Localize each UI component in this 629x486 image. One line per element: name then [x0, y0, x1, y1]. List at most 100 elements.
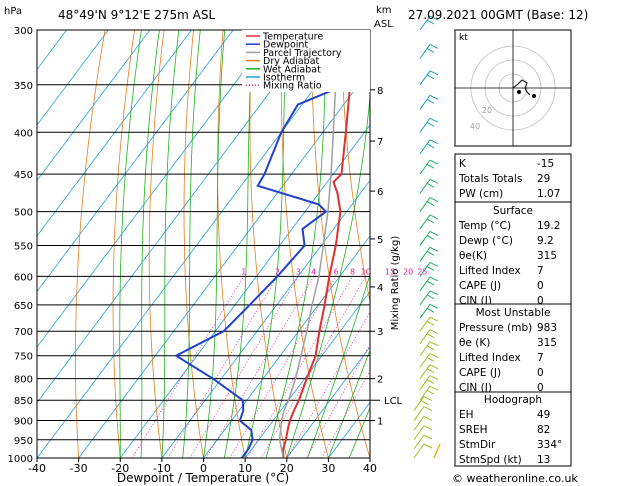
asl-label: ASL — [374, 19, 393, 30]
km-tick-label: 3 — [377, 327, 383, 338]
legend-box — [242, 30, 370, 92]
wind-barbs — [413, 15, 441, 459]
stability-tables: K -15 Totals Totals 29 PW (cm) 1.07 Surface Tem… — [454, 153, 572, 467]
wind-barb-flag — [429, 178, 439, 184]
most_unstable-row-value: 0 — [537, 367, 544, 379]
wind-barb-shaft — [419, 179, 431, 194]
wind-barb-flag — [426, 307, 435, 313]
wind-barb-flag — [429, 44, 439, 49]
surface-row-value: 9.2 — [537, 235, 554, 247]
wind-barb-flag — [426, 280, 435, 286]
wind-barb-flag — [426, 250, 435, 256]
pressure-tick-label: 650 — [14, 301, 33, 312]
wind-barb-flag — [429, 117, 439, 123]
indices-row-label: K — [459, 158, 467, 170]
wind-barb-flag — [429, 94, 439, 100]
dry-adiabat-line — [577, 30, 629, 458]
skewt-axes: 3003504004505005506006507007508008509009… — [8, 26, 403, 475]
surface-row-value: 315 — [537, 250, 557, 262]
wind-barb-flag — [426, 235, 435, 240]
hodograph_table-row-label: EH — [459, 409, 474, 421]
wind-barb-flag — [426, 48, 435, 53]
wind-barb-flag — [429, 197, 439, 203]
hodograph_table-row-value: 49 — [537, 409, 550, 421]
isotherm-line — [37, 30, 192, 237]
wind-barb-shaft — [419, 385, 431, 401]
mixing-ratio-line — [260, 276, 366, 458]
dry-adiabat-line — [607, 30, 629, 458]
wind-barb-flag — [426, 218, 435, 224]
wind-barb-flag — [426, 345, 435, 351]
pressure-tick-label: 500 — [14, 208, 33, 219]
wind-barb-shaft — [419, 364, 431, 379]
wind-barb-shaft — [419, 159, 431, 175]
wind-barb-shaft — [419, 276, 431, 292]
hodograph_table-row-label: StmSpd (kt) — [459, 454, 522, 466]
wet-adiabat-line — [348, 406, 370, 458]
legend-label: Wet Adiabat — [263, 64, 321, 75]
wind-barb-flag — [426, 182, 435, 188]
isotherm-line — [161, 179, 370, 458]
temperature-tick-label: -30 — [70, 462, 88, 475]
isotherm-line — [37, 30, 317, 404]
mixing-ratio-label: 6 — [333, 267, 338, 276]
km-tick-label: 2 — [377, 375, 383, 386]
hodograph-point-marker — [517, 90, 521, 94]
surface-row-value: 7 — [537, 265, 544, 277]
copyright-label: © weatheronline.co.uk — [452, 472, 578, 485]
wind-barb-shaft — [413, 434, 425, 450]
wind-barb-shaft — [419, 95, 431, 110]
isotherm-line — [37, 30, 151, 182]
mixing-ratio-line — [229, 276, 337, 458]
dry-adiabat-line — [183, 30, 204, 458]
isotherm-line — [244, 290, 370, 458]
mixing-ratio-label: 1 — [241, 267, 246, 276]
wind-barb-shaft — [419, 353, 431, 368]
wind-barb-flag — [420, 400, 429, 405]
wind-barb-flag — [426, 98, 435, 104]
wind-barb-flag — [429, 341, 439, 347]
wind-barb-shaft — [419, 231, 431, 246]
pressure-tick-label: 400 — [14, 128, 33, 139]
wind-barb-shaft — [419, 70, 431, 86]
wind-barb-shaft — [419, 303, 431, 319]
km-tick-label: 1 — [377, 417, 383, 428]
hodograph_table-row-label: SREH — [459, 424, 488, 436]
wind-barb-flag — [426, 19, 435, 25]
km-tick-label: 7 — [377, 137, 383, 148]
km-tick-label: 5 — [377, 235, 383, 246]
wind-barb-flag — [426, 320, 435, 326]
indices-row-value: -15 — [537, 158, 554, 170]
surface-row-value: 0 — [537, 295, 544, 307]
mixing-ratio-line — [321, 369, 370, 458]
wind-barb-flag — [426, 389, 435, 395]
isotherm-line — [37, 30, 234, 293]
wind-barb-shaft — [419, 262, 431, 277]
most_unstable-row-value: 315 — [537, 337, 557, 349]
pressure-tick-label: 450 — [14, 170, 33, 181]
temperature-tick-label: 0 — [200, 462, 207, 475]
skewt-background-lines — [37, 30, 629, 458]
wind-barb-flag — [429, 364, 439, 370]
surface-box — [454, 201, 572, 305]
most_unstable-row-label: CIN (J) — [459, 382, 492, 394]
wind-barb-shaft — [419, 246, 431, 262]
wind-barb-flag — [429, 290, 439, 296]
dry-adiabat-line — [340, 30, 370, 304]
pressure-tick-label: 950 — [14, 436, 33, 447]
wind-barb-flag — [429, 15, 439, 21]
mixing-ratio-label: 3 — [296, 267, 301, 276]
pressure-tick-label: 850 — [14, 396, 33, 407]
pressure-tick-label: 900 — [14, 417, 33, 428]
dry-adiabat-line — [75, 30, 106, 458]
datetime-label: 27.09.2021 00GMT (Base: 12) — [408, 8, 588, 22]
wind-barb-flag — [426, 265, 435, 271]
pressure-tick-label: 600 — [14, 272, 33, 283]
wind-barb-flag — [426, 379, 435, 385]
wind-barb-shaft — [413, 415, 425, 431]
km-tick-label: 8 — [377, 86, 383, 97]
pressure-unit-label: hPa — [4, 6, 22, 17]
most_unstable-row-label: Lifted Index — [459, 352, 521, 364]
